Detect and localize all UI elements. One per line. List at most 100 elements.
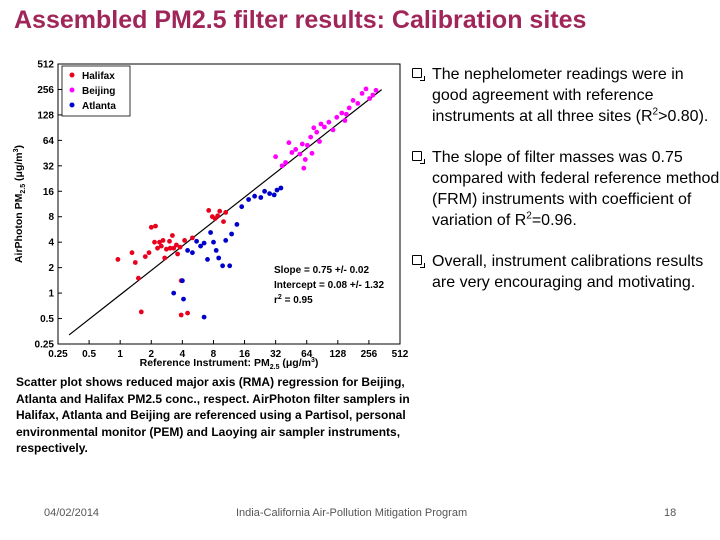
point-atlanta bbox=[239, 204, 245, 210]
point-halifax bbox=[178, 312, 184, 318]
legend-label-atlanta: Atlanta bbox=[82, 101, 116, 112]
point-atlanta bbox=[274, 187, 280, 193]
x-tick-label: 128 bbox=[329, 349, 346, 360]
point-beijing bbox=[344, 111, 349, 117]
point-beijing bbox=[363, 86, 369, 92]
x-tick-label: 8 bbox=[211, 349, 217, 360]
legend-marker-beijing bbox=[69, 87, 75, 93]
point-halifax bbox=[167, 238, 172, 244]
checkbox-bullet-icon bbox=[412, 255, 425, 268]
point-atlanta bbox=[181, 296, 186, 302]
point-atlanta bbox=[171, 290, 177, 296]
slide-title: Assembled PM2.5 filter results: Calibrat… bbox=[14, 6, 587, 34]
point-beijing bbox=[370, 92, 376, 98]
point-halifax bbox=[174, 242, 179, 248]
point-atlanta bbox=[227, 263, 233, 269]
point-beijing bbox=[293, 147, 299, 152]
point-beijing bbox=[334, 114, 340, 120]
point-halifax bbox=[148, 224, 154, 230]
point-beijing bbox=[367, 96, 372, 101]
point-atlanta bbox=[190, 250, 195, 256]
y-axis-ticks: 0.25 0.5 1 2 4 8 16 32 64 128 256 512 bbox=[35, 60, 62, 351]
point-beijing bbox=[283, 160, 288, 165]
point-halifax bbox=[129, 250, 135, 256]
point-halifax bbox=[223, 210, 229, 215]
point-atlanta bbox=[252, 193, 257, 199]
y-axis-label: AirPhoton PM2.5 (μg/m3) bbox=[13, 145, 27, 263]
stats-r2: r2 = 0.95 bbox=[274, 294, 313, 306]
x-tick-label: 0.25 bbox=[48, 349, 68, 360]
y-tick-label: 256 bbox=[37, 85, 54, 96]
point-beijing bbox=[342, 118, 348, 123]
point-halifax bbox=[217, 208, 223, 214]
point-beijing bbox=[373, 87, 379, 93]
bullet-slope: The slope of filter masses was 0.75 comp… bbox=[410, 147, 720, 231]
point-halifax bbox=[177, 244, 183, 250]
point-beijing bbox=[297, 151, 303, 157]
point-halifax bbox=[155, 245, 160, 251]
x-tick-label: 512 bbox=[392, 349, 409, 360]
y-tick-label: 512 bbox=[37, 60, 54, 71]
y-tick-label: 8 bbox=[48, 212, 54, 223]
point-halifax bbox=[185, 310, 191, 316]
figure-caption: Scatter plot shows reduced major axis (R… bbox=[16, 375, 410, 455]
y-tick-label: 2 bbox=[48, 263, 54, 274]
point-beijing bbox=[350, 98, 356, 103]
legend-marker-halifax bbox=[69, 72, 75, 78]
point-beijing bbox=[286, 140, 292, 146]
point-halifax bbox=[136, 275, 141, 281]
point-atlanta bbox=[267, 191, 272, 197]
point-beijing bbox=[326, 119, 332, 125]
point-halifax bbox=[182, 238, 188, 243]
point-atlanta bbox=[201, 240, 207, 246]
point-atlanta bbox=[271, 192, 277, 198]
y-tick-label: 0.25 bbox=[35, 340, 55, 351]
stats-backdrop bbox=[270, 261, 396, 309]
point-atlanta bbox=[185, 248, 191, 253]
x-tick-label: 0.5 bbox=[82, 349, 96, 360]
point-beijing bbox=[302, 157, 308, 162]
bullet-list: The nephelometer readings were in good a… bbox=[410, 64, 720, 313]
legend: Halifax Beijing Atlanta bbox=[61, 65, 131, 117]
legend-label-beijing: Beijing bbox=[82, 86, 115, 97]
point-halifax bbox=[160, 238, 166, 243]
point-atlanta bbox=[223, 238, 229, 243]
point-halifax bbox=[171, 245, 177, 251]
point-halifax bbox=[215, 213, 221, 219]
regression-stats: Slope = 0.75 +/- 0.02 Intercept = 0.08 +… bbox=[270, 261, 396, 309]
bullet-overall: Overall, instrument calibrations results… bbox=[410, 251, 720, 293]
point-halifax bbox=[142, 254, 148, 259]
point-halifax bbox=[138, 309, 144, 315]
point-beijing bbox=[309, 150, 315, 156]
point-halifax bbox=[190, 235, 195, 241]
point-beijing bbox=[279, 163, 285, 169]
point-atlanta bbox=[220, 263, 226, 269]
y-tick-label: 1 bbox=[48, 289, 54, 300]
x-tick-label: 2 bbox=[148, 349, 154, 360]
point-beijing bbox=[330, 127, 336, 133]
x-axis-label: Reference Instrument: PM2.5 (μg/m3) bbox=[140, 357, 319, 371]
y-tick-label: 128 bbox=[37, 110, 54, 121]
point-beijing bbox=[355, 101, 361, 106]
checkbox-bullet-icon bbox=[412, 68, 425, 81]
y-tick-label: 32 bbox=[43, 161, 55, 172]
checkbox-bullet-icon bbox=[412, 151, 425, 164]
point-halifax bbox=[146, 250, 152, 256]
point-atlanta bbox=[211, 239, 216, 245]
x-tick-label: 32 bbox=[270, 349, 282, 360]
point-atlanta bbox=[258, 195, 264, 200]
x-tick-label: 64 bbox=[301, 349, 313, 360]
point-beijing bbox=[289, 150, 295, 155]
point-atlanta bbox=[229, 231, 235, 237]
point-atlanta bbox=[194, 238, 200, 244]
point-halifax bbox=[153, 223, 158, 229]
point-atlanta bbox=[201, 314, 207, 320]
point-halifax bbox=[167, 245, 173, 251]
point-halifax bbox=[152, 239, 157, 245]
point-beijing bbox=[318, 121, 324, 127]
legend-marker-atlanta bbox=[69, 102, 75, 108]
point-halifax bbox=[206, 208, 212, 213]
x-tick-label: 1 bbox=[117, 349, 123, 360]
data-points bbox=[115, 86, 379, 320]
point-atlanta bbox=[234, 222, 240, 227]
